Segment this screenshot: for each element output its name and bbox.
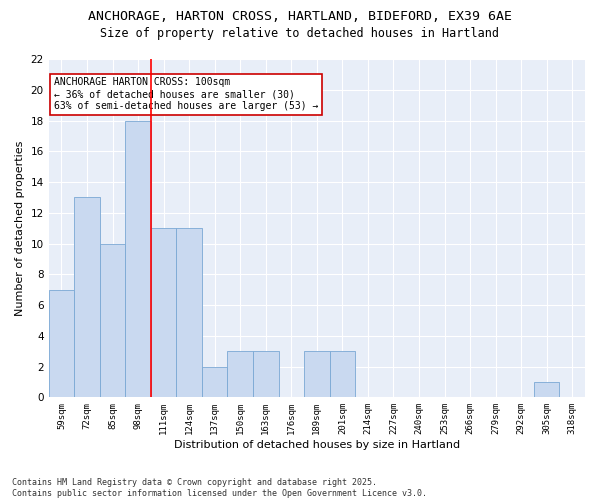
Bar (151, 228, 176, 398)
Text: ANCHORAGE HARTON CROSS: 100sqm
← 36% of detached houses are smaller (30)
63% of : ANCHORAGE HARTON CROSS: 100sqm ← 36% of … (54, 78, 319, 110)
Bar (74, 198, 100, 398)
Bar (253, 351, 278, 398)
Bar (329, 351, 355, 398)
X-axis label: Distribution of detached houses by size in Hartland: Distribution of detached houses by size … (174, 440, 460, 450)
Y-axis label: Number of detached properties: Number of detached properties (15, 140, 25, 316)
Bar (176, 228, 202, 398)
Text: Size of property relative to detached houses in Hartland: Size of property relative to detached ho… (101, 28, 499, 40)
Bar (227, 351, 253, 398)
Bar (534, 382, 559, 398)
Bar (202, 366, 227, 398)
Text: ANCHORAGE, HARTON CROSS, HARTLAND, BIDEFORD, EX39 6AE: ANCHORAGE, HARTON CROSS, HARTLAND, BIDEF… (88, 10, 512, 23)
Bar (304, 351, 329, 398)
Bar (49, 290, 74, 398)
Bar (125, 120, 151, 398)
Text: Contains HM Land Registry data © Crown copyright and database right 2025.
Contai: Contains HM Land Registry data © Crown c… (12, 478, 427, 498)
Bar (100, 244, 125, 398)
